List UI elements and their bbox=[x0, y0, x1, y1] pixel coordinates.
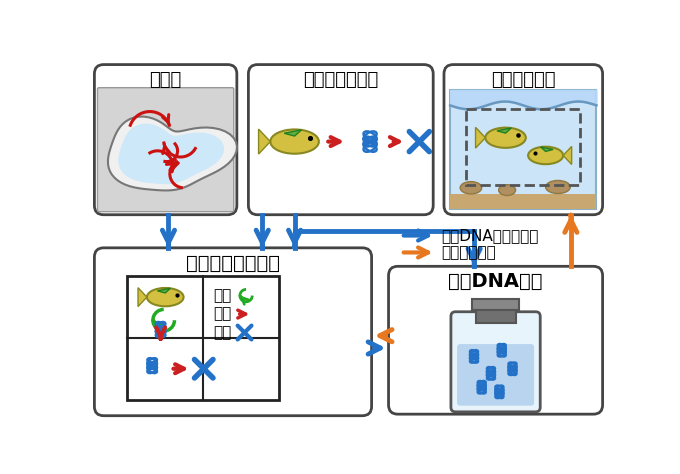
Ellipse shape bbox=[147, 288, 184, 306]
Text: 流動場: 流動場 bbox=[150, 71, 182, 89]
FancyBboxPatch shape bbox=[95, 248, 371, 416]
Polygon shape bbox=[108, 117, 237, 191]
Ellipse shape bbox=[498, 185, 515, 195]
Text: 放出: 放出 bbox=[214, 288, 232, 303]
Bar bbox=[450, 194, 596, 209]
Text: 放出率・分解率: 放出率・分解率 bbox=[303, 71, 379, 89]
Bar bbox=[466, 109, 579, 185]
Bar bbox=[475, 310, 515, 322]
FancyBboxPatch shape bbox=[97, 88, 234, 212]
Bar bbox=[126, 275, 279, 401]
FancyBboxPatch shape bbox=[388, 266, 602, 414]
Bar bbox=[450, 90, 596, 209]
Text: トレーサーモデル: トレーサーモデル bbox=[186, 254, 280, 273]
Ellipse shape bbox=[460, 182, 481, 194]
Polygon shape bbox=[157, 288, 171, 293]
Ellipse shape bbox=[486, 128, 526, 148]
Text: 生物の個体数: 生物の個体数 bbox=[491, 71, 556, 89]
Ellipse shape bbox=[545, 181, 571, 193]
Text: 環境DNA濃度: 環境DNA濃度 bbox=[448, 272, 543, 291]
FancyBboxPatch shape bbox=[444, 64, 602, 215]
Polygon shape bbox=[541, 147, 553, 151]
Polygon shape bbox=[497, 128, 511, 133]
Polygon shape bbox=[284, 130, 301, 136]
Polygon shape bbox=[118, 124, 224, 184]
Polygon shape bbox=[258, 129, 271, 154]
Polygon shape bbox=[563, 146, 572, 164]
FancyBboxPatch shape bbox=[248, 64, 433, 215]
Text: 分解: 分解 bbox=[214, 325, 232, 340]
FancyBboxPatch shape bbox=[95, 64, 237, 215]
Text: 個体数の推定: 個体数の推定 bbox=[441, 245, 496, 260]
Ellipse shape bbox=[528, 146, 563, 164]
FancyBboxPatch shape bbox=[451, 312, 540, 412]
Bar bbox=[473, 300, 519, 310]
Text: 環境DNA濃度の予測: 環境DNA濃度の予測 bbox=[441, 228, 539, 243]
FancyBboxPatch shape bbox=[457, 344, 534, 406]
Ellipse shape bbox=[271, 129, 319, 154]
Polygon shape bbox=[475, 128, 486, 148]
Polygon shape bbox=[138, 288, 147, 307]
Text: 移動: 移動 bbox=[214, 307, 232, 321]
